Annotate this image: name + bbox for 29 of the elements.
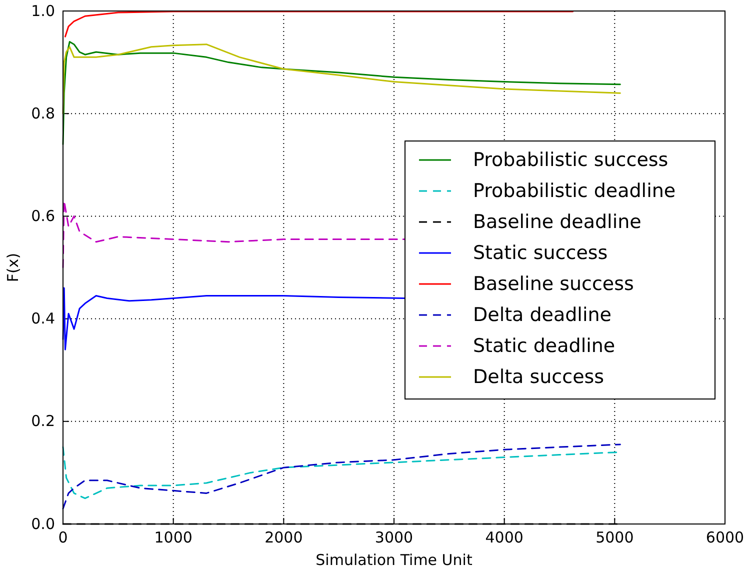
line-series: [62, 200, 406, 268]
legend-label: Baseline success: [473, 273, 634, 295]
y-tick-label: 0.2: [31, 412, 55, 430]
x-tick-label: 2000: [264, 528, 303, 547]
x-tick-label: 5000: [596, 528, 634, 547]
x-tick-label: 6000: [706, 528, 744, 547]
legend-label: Probabilistic deadline: [473, 180, 676, 202]
y-axis-title: F(x): [4, 252, 22, 282]
line-series: [62, 444, 621, 510]
x-tick-label: 4000: [485, 528, 524, 547]
legend-label: Static success: [473, 242, 608, 264]
y-tick-label: 0.6: [31, 207, 55, 225]
line-series: [62, 44, 621, 114]
y-tick-label: 0.4: [31, 310, 55, 328]
y-tick-label: 1.0: [31, 2, 55, 20]
x-tick-label: 0: [58, 528, 68, 547]
legend-label: Static deadline: [473, 335, 616, 357]
legend-label: Delta success: [473, 366, 604, 388]
y-tick-label: 0.8: [31, 104, 55, 122]
x-axis-title: Simulation Time Unit: [316, 551, 472, 569]
line-series: [64, 10, 574, 38]
x-tick-label: 3000: [374, 528, 414, 547]
line-series: [62, 287, 406, 350]
legend-label: Delta deadline: [473, 304, 612, 326]
legend-label: Probabilistic success: [473, 149, 668, 171]
line-series: [62, 41, 621, 146]
y-tick-label: 0.0: [31, 514, 55, 533]
x-tick-label: 1000: [154, 528, 192, 547]
legend-label: Baseline deadline: [473, 211, 642, 233]
